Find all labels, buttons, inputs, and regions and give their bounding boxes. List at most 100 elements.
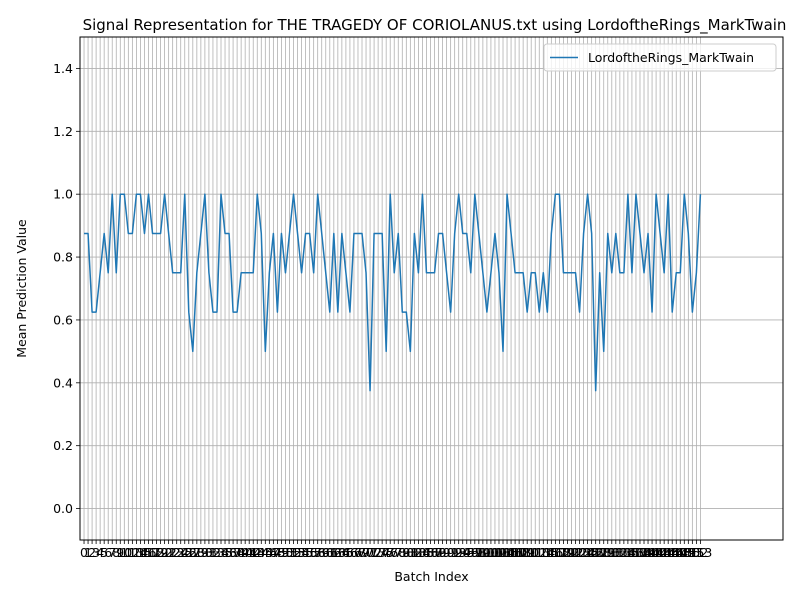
- x-tick-label: 113: [527, 545, 551, 560]
- y-tick-label: 1.2: [53, 124, 73, 139]
- x-tick-label: 42: [245, 545, 261, 560]
- x-tick-label: 70: [358, 545, 374, 560]
- x-tick-label: 73: [370, 545, 386, 560]
- x-tick-label: 134: [612, 545, 636, 560]
- x-tick-label: 79: [394, 545, 410, 560]
- x-tick-label: 99: [475, 545, 491, 560]
- x-tick-label: 43: [249, 545, 265, 560]
- x-tick-label: 26: [181, 545, 197, 560]
- x-tick-label: 90: [439, 545, 455, 560]
- x-tick-label: 6: [104, 545, 112, 560]
- x-tick-label: 142: [644, 545, 668, 560]
- x-tick-label: 151: [680, 545, 704, 560]
- x-tick-label: 27: [185, 545, 201, 560]
- x-tick-label: 4: [96, 545, 104, 560]
- y-tick-label: 1.0: [53, 187, 73, 202]
- x-tick-label: 136: [620, 545, 644, 560]
- x-tick-label: 49: [273, 545, 289, 560]
- x-tick-label: 19: [153, 545, 169, 560]
- x-tick-label: 95: [459, 545, 475, 560]
- x-tick-label: 31: [201, 545, 217, 560]
- x-tick-label: 105: [495, 545, 519, 560]
- x-tick-label: 110: [515, 545, 539, 560]
- x-tick-label: 101: [479, 545, 503, 560]
- x-tick-label: 1: [84, 545, 92, 560]
- x-tick-label: 35: [217, 545, 233, 560]
- x-tick-label: 54: [294, 545, 310, 560]
- x-tick-label: 86: [423, 545, 439, 560]
- x-tick-label: 87: [427, 545, 443, 560]
- x-tick-label: 59: [314, 545, 330, 560]
- x-tick-label: 60: [318, 545, 334, 560]
- x-gridlines: [83, 37, 701, 540]
- x-tick-label: 53: [290, 545, 306, 560]
- x-tick-label: 74: [374, 545, 390, 560]
- x-tick-label: 132: [604, 545, 628, 560]
- x-tick-label: 94: [455, 545, 471, 560]
- x-tick-label: 122: [564, 545, 588, 560]
- x-tick-label: 15: [137, 545, 153, 560]
- legend: LordoftheRings_MarkTwain: [543, 43, 777, 72]
- y-tick-label: 0.4: [53, 375, 73, 390]
- x-tick-label: 5: [100, 545, 108, 560]
- x-tick-label: 98: [471, 545, 487, 560]
- x-tick-label: 77: [386, 545, 402, 560]
- x-tick-label: 40: [237, 545, 253, 560]
- series-line: [84, 193, 702, 392]
- x-tick-label: 123: [568, 545, 592, 560]
- x-tick-label: 55: [298, 545, 314, 560]
- x-tick-label: 25: [177, 545, 193, 560]
- x-tick-label: 32: [205, 545, 221, 560]
- legend-box: [543, 43, 777, 72]
- y-tick-label: 0.2: [53, 438, 73, 453]
- x-tick-label: 46: [261, 545, 277, 560]
- x-tick-label: 36: [221, 545, 237, 560]
- x-tick-label: 138: [628, 545, 652, 560]
- x-tick-label: 137: [624, 545, 648, 560]
- x-tick-label: 85: [419, 545, 435, 560]
- x-tick-label: 131: [600, 545, 624, 560]
- x-tick-label: 12: [124, 545, 140, 560]
- x-tick-label: 41: [241, 545, 257, 560]
- x-tick-label: 119: [552, 545, 576, 560]
- x-tick-label: 82: [406, 545, 422, 560]
- x-tick-label: 16: [141, 545, 157, 560]
- x-tick-label: 152: [684, 545, 708, 560]
- x-tick-label: 84: [414, 545, 430, 560]
- x-tick-label: 127: [584, 545, 608, 560]
- x-tick-label: 51: [282, 545, 298, 560]
- x-tick-label: 18: [149, 545, 165, 560]
- plot-frame: [79, 36, 784, 541]
- x-tick-label: 143: [648, 545, 672, 560]
- y-tick-label: 0.6: [53, 312, 73, 327]
- x-tick-label: 7: [108, 545, 116, 560]
- x-tick-label: 125: [576, 545, 600, 560]
- x-tick-label: 91: [443, 545, 459, 560]
- x-tick-label: 121: [560, 545, 584, 560]
- x-tick-label: 150: [676, 545, 700, 560]
- x-tick-label: 140: [636, 545, 660, 560]
- y-axis-label: Mean Prediction Value: [14, 219, 29, 358]
- x-tick-label: 28: [189, 545, 205, 560]
- x-tick-label: 14: [132, 545, 148, 560]
- x-tick-label: 52: [286, 545, 302, 560]
- x-tick-label: 61: [322, 545, 338, 560]
- x-tick-label: 103: [487, 545, 511, 560]
- x-tick-label: 111: [519, 545, 543, 560]
- x-tick-label: 50: [278, 545, 294, 560]
- x-tick-label: 129: [592, 545, 616, 560]
- x-tick-label: 112: [523, 545, 547, 560]
- x-tick-label: 139: [632, 545, 656, 560]
- x-tick-label: 72: [366, 545, 382, 560]
- x-tick-label: 148: [668, 545, 692, 560]
- x-tick-label: 2: [88, 545, 96, 560]
- x-tick-label: 11: [120, 545, 136, 560]
- x-tick-label: 147: [664, 545, 688, 560]
- x-tick-label: 126: [580, 545, 604, 560]
- x-tick-label: 114: [531, 545, 555, 560]
- x-tick-label: 44: [253, 545, 269, 560]
- x-tick-label: 102: [483, 545, 507, 560]
- x-tick-label: 124: [572, 545, 596, 560]
- x-tick-label: 71: [362, 545, 378, 560]
- x-tick-label: 146: [660, 545, 684, 560]
